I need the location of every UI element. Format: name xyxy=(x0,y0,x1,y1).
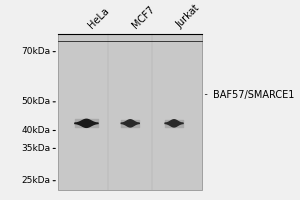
Text: HeLa: HeLa xyxy=(86,5,111,30)
Polygon shape xyxy=(165,120,183,127)
Text: 25kDa: 25kDa xyxy=(21,176,50,185)
Text: 35kDa: 35kDa xyxy=(21,144,50,153)
Text: BAF57/SMARCE1: BAF57/SMARCE1 xyxy=(205,90,294,100)
Polygon shape xyxy=(121,120,139,127)
Text: Jurkat: Jurkat xyxy=(174,3,201,30)
Polygon shape xyxy=(75,119,98,127)
FancyBboxPatch shape xyxy=(58,34,202,190)
Text: MCF7: MCF7 xyxy=(130,4,157,30)
Text: 40kDa: 40kDa xyxy=(21,126,50,135)
Text: 70kDa: 70kDa xyxy=(21,47,50,56)
Text: 50kDa: 50kDa xyxy=(21,97,50,106)
